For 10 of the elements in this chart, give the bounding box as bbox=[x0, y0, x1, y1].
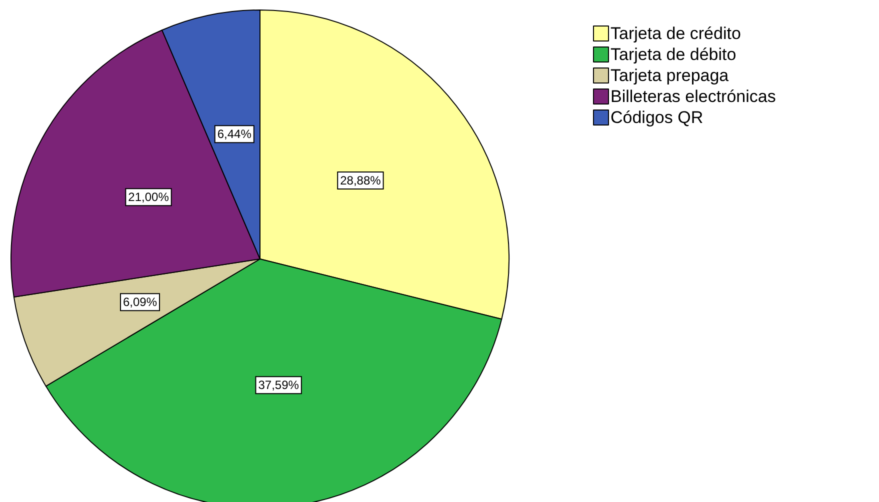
legend-label: Tarjeta de crédito bbox=[610, 24, 741, 43]
legend-label: Tarjeta de débito bbox=[610, 45, 736, 64]
legend-label: Billeteras electrónicas bbox=[610, 87, 776, 106]
legend-label: Códigos QR bbox=[610, 108, 704, 127]
legend-label: Tarjeta prepaga bbox=[610, 66, 730, 85]
data-label: 6,09% bbox=[122, 295, 158, 310]
data-label: 37,59% bbox=[258, 378, 300, 392]
data-label: 6,44% bbox=[217, 127, 252, 142]
data-label: 21,00% bbox=[128, 190, 170, 204]
data-label: 28,88% bbox=[340, 173, 382, 188]
